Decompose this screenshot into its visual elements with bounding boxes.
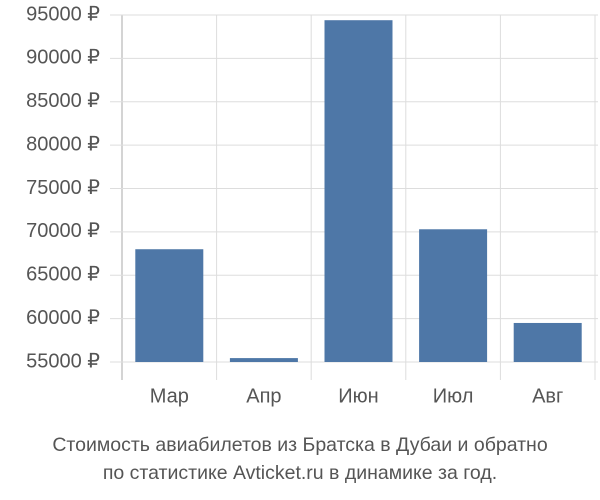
x-tick-label: Авг	[532, 385, 563, 407]
y-tick-label: 65000 ₽	[26, 264, 100, 286]
x-tick-label: Июл	[433, 385, 474, 407]
bar	[419, 229, 488, 362]
chart-subtitle: по статистике Avticket.ru в динамике за …	[103, 462, 497, 484]
y-tick-label: 95000 ₽	[26, 3, 100, 25]
y-tick-label: 70000 ₽	[26, 220, 100, 242]
y-tick-label: 80000 ₽	[26, 133, 100, 155]
bar	[324, 20, 393, 363]
bar	[513, 322, 582, 362]
bar	[135, 249, 204, 362]
y-tick-label: 85000 ₽	[26, 90, 100, 112]
x-tick-label: Июн	[338, 385, 378, 407]
chart-title: Стоимость авиабилетов из Братска в Дубаи…	[52, 434, 547, 456]
bar	[229, 358, 298, 362]
y-tick-label: 55000 ₽	[26, 350, 100, 372]
x-tick-label: Апр	[246, 385, 281, 407]
x-tick-label: Мар	[150, 385, 189, 407]
y-tick-label: 75000 ₽	[26, 177, 100, 199]
y-tick-label: 60000 ₽	[26, 307, 100, 329]
y-tick-label: 90000 ₽	[26, 47, 100, 69]
